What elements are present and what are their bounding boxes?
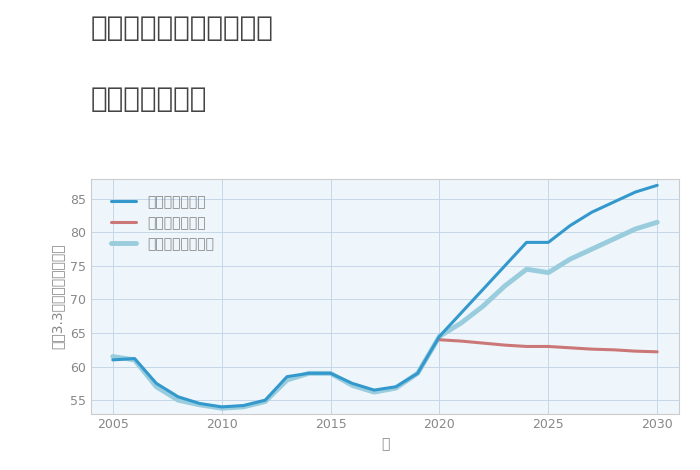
ノーマルシナリオ [522,266,531,272]
ノーマルシナリオ [457,320,466,326]
グッドシナリオ [500,263,509,269]
ノーマルシナリオ [304,370,313,376]
バッドシナリオ [588,346,596,352]
ノーマルシナリオ [631,226,640,232]
グッドシナリオ [174,394,182,399]
ノーマルシナリオ [218,406,226,411]
ノーマルシナリオ [479,303,487,309]
グッドシナリオ [239,403,248,408]
グッドシナリオ [522,240,531,245]
グッドシナリオ [108,357,117,363]
グッドシナリオ [544,240,552,245]
ノーマルシナリオ [152,384,160,390]
ノーマルシナリオ [610,236,618,242]
グッドシナリオ [435,334,444,339]
ノーマルシナリオ [392,385,400,391]
グッドシナリオ [610,199,618,205]
グッドシナリオ [370,387,378,393]
ノーマルシナリオ [544,270,552,275]
ノーマルシナリオ [348,383,356,388]
Line: バッドシナリオ: バッドシナリオ [440,340,657,352]
バッドシナリオ [479,340,487,346]
ノーマルシナリオ [500,283,509,289]
Y-axis label: 平（3.3㎡）単価（万円）: 平（3.3㎡）単価（万円） [50,243,64,349]
Line: ノーマルシナリオ: ノーマルシナリオ [113,222,657,408]
Legend: グッドシナリオ, バッドシナリオ, ノーマルシナリオ: グッドシナリオ, バッドシナリオ, ノーマルシナリオ [104,188,220,258]
グッドシナリオ [392,384,400,390]
グッドシナリオ [218,404,226,410]
バッドシナリオ [500,342,509,348]
ノーマルシナリオ [130,357,139,363]
ノーマルシナリオ [588,246,596,252]
バッドシナリオ [566,345,574,351]
グッドシナリオ [348,381,356,386]
バッドシナリオ [610,347,618,352]
グッドシナリオ [653,182,662,188]
バッドシナリオ [544,344,552,349]
Text: 土地の価格推移: 土地の価格推移 [91,85,207,113]
ノーマルシナリオ [174,397,182,403]
グッドシナリオ [588,209,596,215]
ノーマルシナリオ [196,402,204,407]
グッドシナリオ [457,310,466,316]
グッドシナリオ [326,370,335,376]
Line: グッドシナリオ: グッドシナリオ [113,185,657,407]
グッドシナリオ [414,370,422,376]
グッドシナリオ [304,370,313,376]
グッドシナリオ [261,397,270,403]
ノーマルシナリオ [239,404,248,410]
ノーマルシナリオ [653,219,662,225]
ノーマルシナリオ [370,389,378,395]
グッドシナリオ [566,223,574,228]
グッドシナリオ [196,401,204,407]
X-axis label: 年: 年 [381,437,389,451]
Text: 神奈川県伊勢原市白根の: 神奈川県伊勢原市白根の [91,14,274,42]
バッドシナリオ [457,338,466,344]
ノーマルシナリオ [414,370,422,376]
グッドシナリオ [631,189,640,195]
バッドシナリオ [653,349,662,355]
ノーマルシナリオ [435,334,444,339]
グッドシナリオ [152,381,160,386]
ノーマルシナリオ [326,370,335,376]
グッドシナリオ [130,356,139,361]
ノーマルシナリオ [261,399,270,404]
バッドシナリオ [435,337,444,343]
ノーマルシナリオ [283,377,291,383]
ノーマルシナリオ [108,354,117,360]
バッドシナリオ [522,344,531,349]
バッドシナリオ [631,348,640,354]
グッドシナリオ [479,287,487,292]
グッドシナリオ [283,374,291,379]
ノーマルシナリオ [566,256,574,262]
